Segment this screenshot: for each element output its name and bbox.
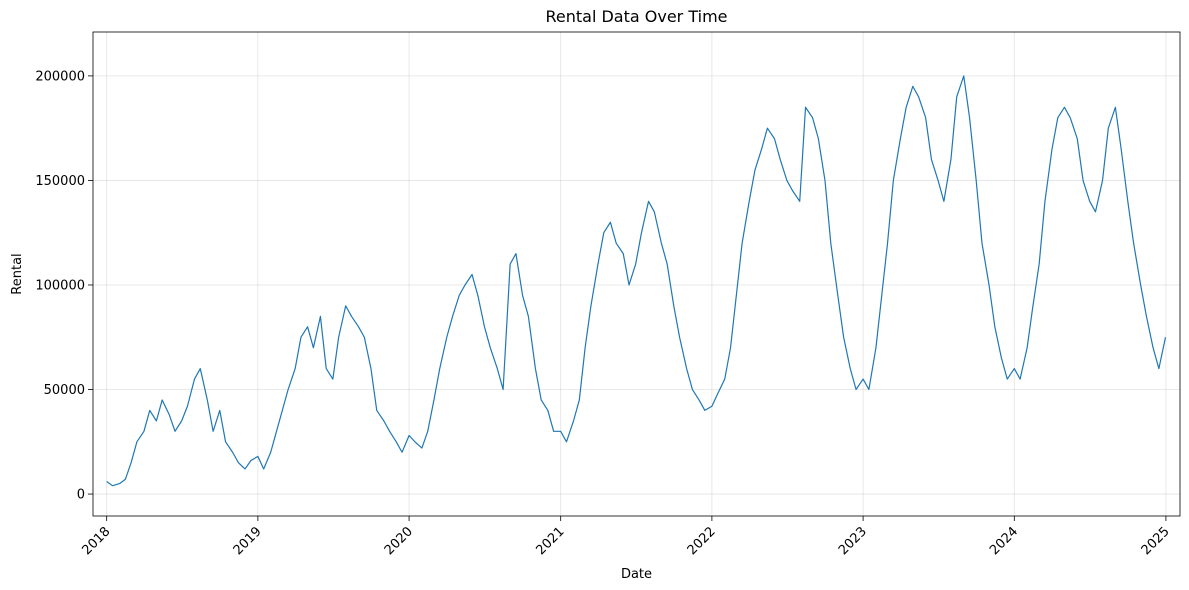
plot-frame <box>92 31 1181 517</box>
rental-series-line <box>106 75 1167 487</box>
chart-title: Rental Data Over Time <box>545 7 727 26</box>
y-tick-label: 0 <box>77 488 85 503</box>
y-tick-label: 100000 <box>35 278 85 293</box>
y-tick-label: 50000 <box>44 383 85 398</box>
y-tick-label: 150000 <box>35 174 85 189</box>
y-axis: 0 50000 100000 150000 200000 <box>35 69 93 503</box>
gridlines <box>93 32 1180 516</box>
y-axis-label: Rental <box>10 253 25 294</box>
y-tick-label: 200000 <box>35 69 85 84</box>
x-axis-label: Date <box>621 567 652 582</box>
